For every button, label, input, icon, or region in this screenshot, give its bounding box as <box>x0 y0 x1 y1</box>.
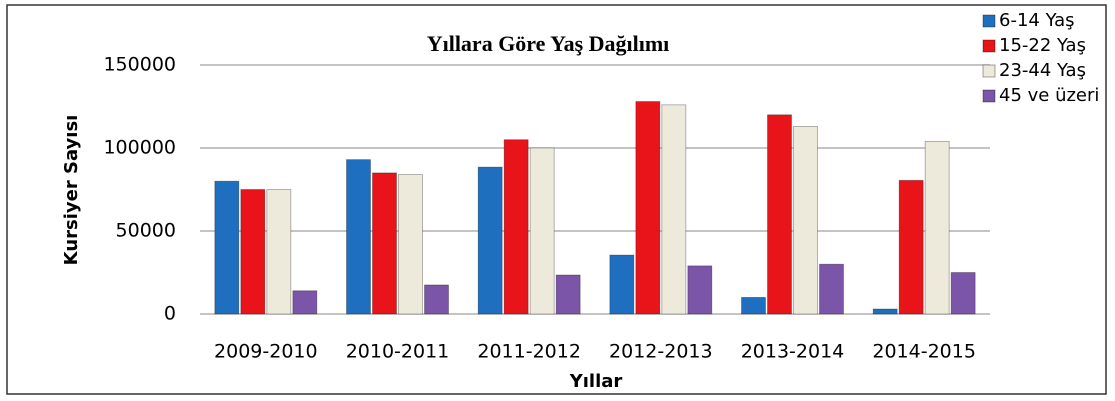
bar <box>898 179 924 315</box>
y-tick-label: 150000 <box>103 54 176 76</box>
bar <box>529 147 555 315</box>
bar <box>793 126 818 315</box>
bar <box>661 104 687 315</box>
bar <box>398 174 423 315</box>
legend-swatch <box>982 14 996 28</box>
legend-swatch <box>982 64 996 78</box>
x-tick-label: 2010-2011 <box>346 341 450 363</box>
x-tick-label: 2013-2014 <box>741 341 845 363</box>
bar <box>266 189 292 315</box>
bar <box>924 140 950 315</box>
legend-label: 45 ve üzeri <box>999 85 1099 106</box>
bar <box>767 114 792 315</box>
bar <box>687 265 713 315</box>
chart-title: Yıllara Göre Yaş Dağılımı <box>427 31 670 56</box>
bar <box>346 159 371 315</box>
bar <box>609 254 635 315</box>
x-tick-label: 2012-2013 <box>609 341 713 363</box>
y-tick-label: 100000 <box>103 137 176 159</box>
bar <box>819 263 844 315</box>
x-tick-label: 2009-2010 <box>214 341 318 363</box>
bar <box>477 166 503 315</box>
bar <box>424 284 449 315</box>
bar <box>950 272 976 315</box>
bar <box>214 180 240 315</box>
bar <box>741 296 766 315</box>
x-tick-label: 2014-2015 <box>872 341 976 363</box>
legend-swatch <box>982 89 996 103</box>
bar <box>503 139 529 315</box>
x-axis-label: Yıllar <box>569 371 623 392</box>
y-axis-label: Kursiyer Sayısı <box>61 115 82 266</box>
x-tick-label: 2011-2012 <box>477 341 581 363</box>
legend-swatch <box>982 39 996 53</box>
legend-label: 6-14 Yaş <box>999 10 1075 31</box>
y-tick-label: 0 <box>164 303 176 325</box>
bar <box>240 189 266 315</box>
bar <box>635 101 661 315</box>
bar <box>872 308 898 315</box>
legend-label: 15-22 Yaş <box>999 35 1086 56</box>
legend-label: 23-44 Yaş <box>999 60 1086 81</box>
bar <box>292 290 318 315</box>
y-tick-label: 50000 <box>116 220 176 242</box>
bar <box>372 172 397 315</box>
bar <box>555 274 581 315</box>
